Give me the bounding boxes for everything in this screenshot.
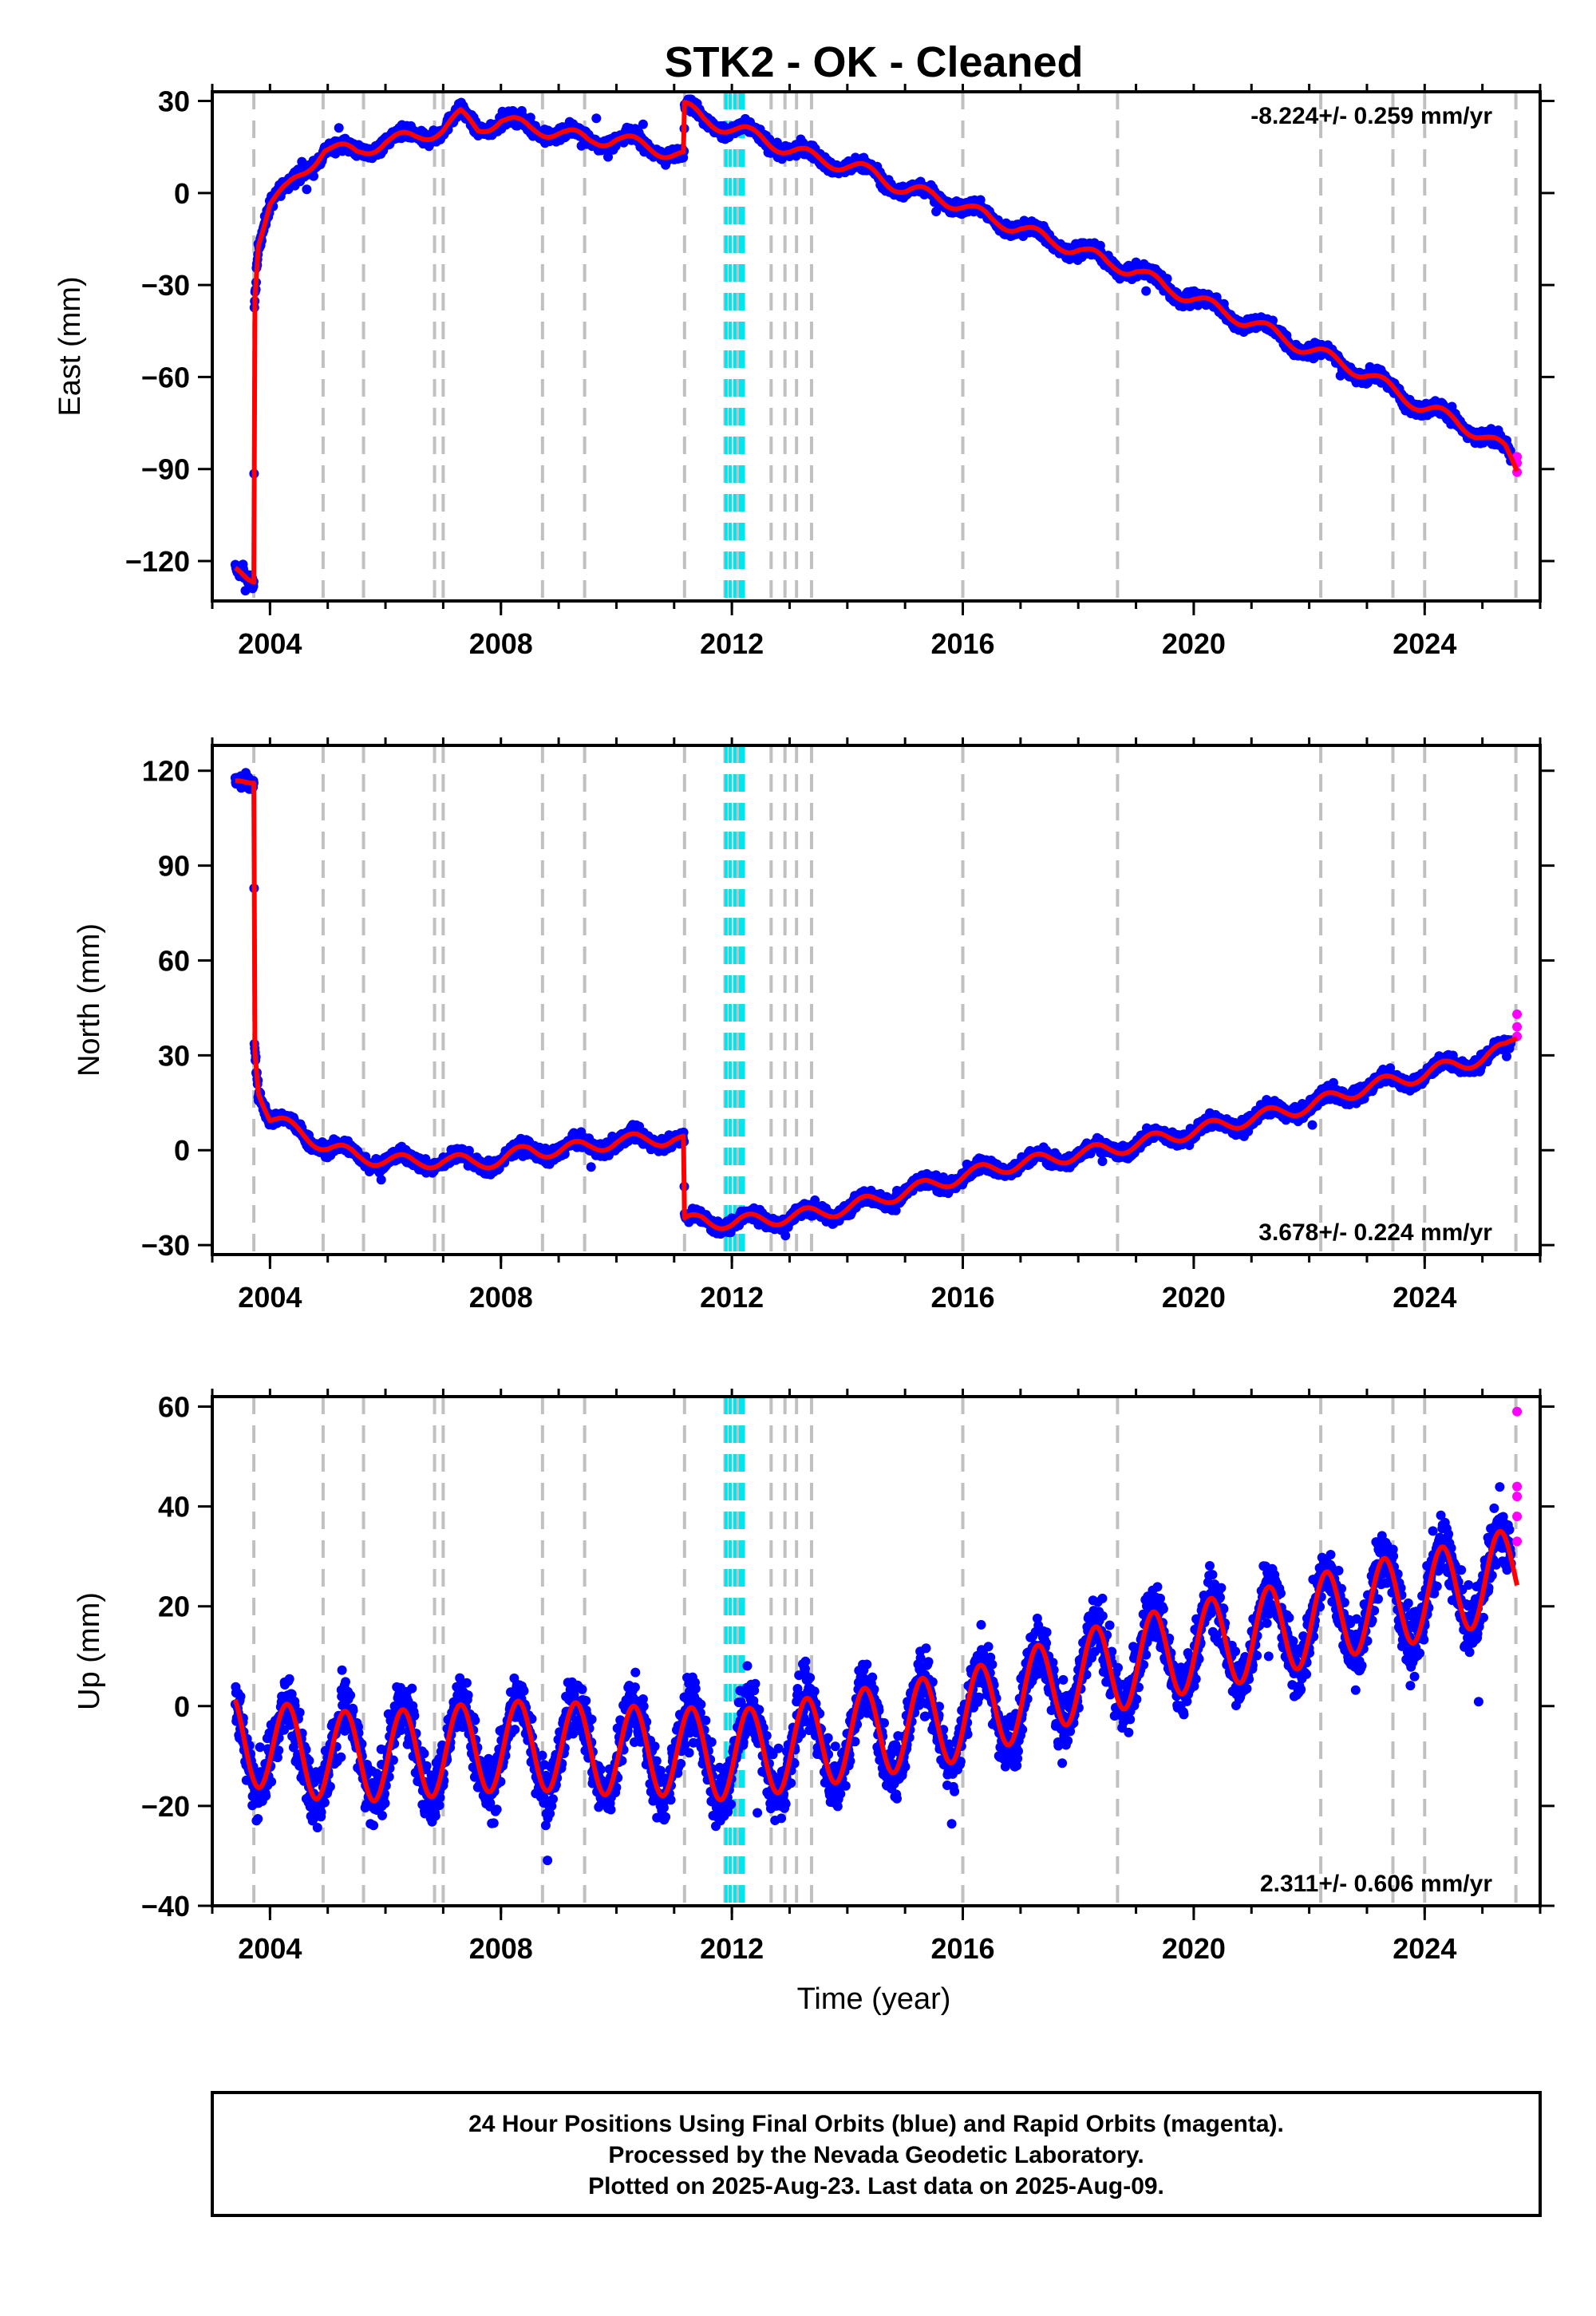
panel-north: 2004 2008 2012 2016 2020 2024−300306090120Nor… (73, 737, 1555, 1314)
x-tick-label: 2012 (700, 627, 764, 660)
y-tick-label: −60 (141, 361, 190, 393)
x-tick-label: 2020 (1162, 627, 1226, 660)
final-orbit-point (603, 152, 613, 162)
x-tick-label: 2004 (238, 627, 302, 660)
y-tick-label: 0 (174, 177, 190, 210)
rate-label: -8.224+/- 0.259 mm/yr (1250, 103, 1492, 129)
plot-area (230, 745, 1523, 1255)
final-orbit-point (309, 171, 318, 181)
y-tick-label: −120 (125, 545, 190, 578)
y-tick-label: −90 (141, 453, 190, 486)
plot-area (230, 92, 1523, 601)
final-orbit-point (334, 123, 344, 133)
final-orbit-point (591, 113, 602, 124)
final-orbit-point (586, 1162, 596, 1172)
panel-east: 2004 2008 2012 2016 2020 2024 −120 −90 −60 −30 0 30… (53, 84, 1555, 660)
final-orbit-point (1141, 286, 1152, 296)
final-orbit-points (230, 768, 1516, 1241)
final-orbit-point (638, 119, 648, 129)
final-orbit-point (1162, 274, 1172, 284)
x-tick-label: 2008 (469, 627, 533, 660)
final-orbit-point (302, 184, 312, 195)
x-tick-label: 2016 (930, 627, 994, 660)
x-tick-label: 2024 (1393, 627, 1456, 660)
y-tick-label: −30 (141, 269, 190, 302)
figure-title: STK2 - OK - Cleaned (664, 38, 1083, 86)
final-orbit-point (376, 1175, 386, 1185)
y-tick-label: 30 (158, 85, 190, 118)
final-orbit-point (525, 113, 535, 123)
panels-group: 2004 2008 2012 2016 2020 2024 −120 −90 −60 −30 0 30… (53, 84, 1555, 1965)
y-axis-label: East (mm) (53, 276, 87, 416)
